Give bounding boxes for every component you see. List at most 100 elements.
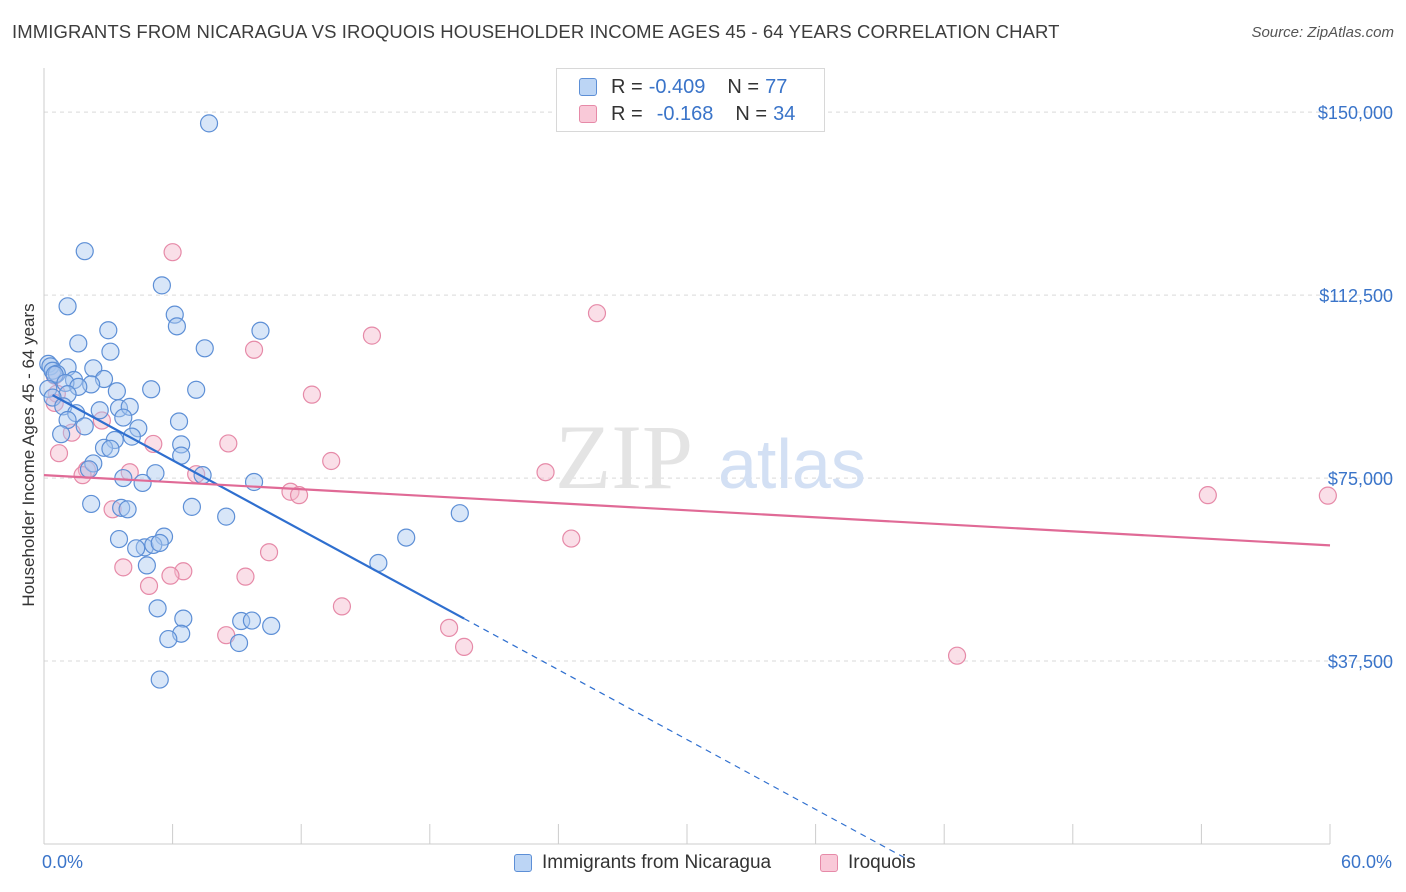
scatter-point xyxy=(219,434,238,453)
scatter-point xyxy=(454,637,474,656)
y-tick-label: $112,500 xyxy=(1319,286,1393,306)
scatter-point xyxy=(450,504,469,523)
chart-title: IMMIGRANTS FROM NICARAGUA VS IROQUOIS HO… xyxy=(12,21,1060,42)
scatter-point xyxy=(165,305,184,324)
y-axis-label: Householder Income Ages 45 - 64 years xyxy=(19,303,38,606)
scatter-point xyxy=(94,438,114,457)
scatter-point xyxy=(187,380,206,399)
legend-r-label: R = xyxy=(611,102,643,125)
iroquois-points xyxy=(45,243,1337,665)
trend-line-iroquois xyxy=(43,474,1331,547)
trend-lines xyxy=(43,394,1331,862)
legend-r-label: R = xyxy=(611,75,643,98)
scatter-point xyxy=(107,382,126,401)
scatter-point xyxy=(217,507,236,526)
scatter-point xyxy=(362,326,382,345)
series-legend-iroquois: Iroquois xyxy=(820,852,916,874)
scatter-point xyxy=(75,417,94,436)
scatter-point xyxy=(148,599,167,618)
scatter-point xyxy=(150,670,169,689)
scatter-point xyxy=(139,576,159,596)
trend-line-nicaragua xyxy=(52,394,465,620)
scatter-point xyxy=(52,425,71,444)
series-legend-nicaragua: Immigrants from Nicaragua xyxy=(514,852,771,874)
y-tick-label: $75,000 xyxy=(1328,469,1393,489)
scatter-point xyxy=(244,340,264,359)
scatter-point xyxy=(289,486,309,505)
y-tick-labels: $37,500 $75,000 $112,500 $150,000 xyxy=(1318,103,1393,672)
scatter-point xyxy=(159,629,178,649)
scatter-point xyxy=(69,377,88,396)
scatter-point xyxy=(322,451,341,471)
scatter-point xyxy=(112,498,131,517)
scatter-point xyxy=(127,539,146,558)
scatter-point xyxy=(90,401,109,420)
legend-n-value: 77 xyxy=(765,75,788,98)
series-legend-swatch-pink xyxy=(820,854,838,872)
scatter-point xyxy=(101,439,120,458)
scatter-point xyxy=(167,317,186,336)
scatter-point xyxy=(137,556,156,575)
scatter-point xyxy=(587,304,607,323)
scatter-point xyxy=(562,529,581,548)
scatter-point xyxy=(118,500,137,519)
chart-source: Source: ZipAtlas.com xyxy=(1251,24,1394,41)
scatter-point xyxy=(114,408,133,427)
legend-swatch-blue xyxy=(579,78,597,96)
scatter-point xyxy=(109,529,129,549)
scatter-point xyxy=(332,597,352,616)
scatter-point xyxy=(195,339,214,358)
legend-n-label: N = xyxy=(727,75,760,98)
scatter-point xyxy=(251,321,270,340)
series-legend-swatch-blue xyxy=(514,854,532,872)
scatter-point xyxy=(199,114,219,133)
legend-swatch-pink xyxy=(579,105,597,123)
scatter-point xyxy=(144,535,163,555)
scatter-point xyxy=(120,397,139,416)
y-tick-label: $37,500 xyxy=(1328,652,1393,672)
scatter-point xyxy=(150,533,169,553)
scatter-point xyxy=(39,379,58,398)
scatter-point xyxy=(152,276,171,295)
series-legend-label: Immigrants from Nicaragua xyxy=(542,852,772,873)
scatter-point xyxy=(49,444,69,463)
scatter-point xyxy=(259,543,279,562)
x-tick-label-max: 60.0% xyxy=(1340,852,1392,872)
legend-r-value: -0.168 xyxy=(656,102,714,125)
scatter-point xyxy=(302,385,322,404)
stats-legend: R = -0.409 N = 77 R = -0.168 N = 34 xyxy=(556,68,825,132)
scatter-point xyxy=(182,497,201,516)
x-tick-label-min: 0.0% xyxy=(42,852,84,872)
scatter-point xyxy=(82,494,101,514)
legend-row-nicaragua: R = -0.409 N = 77 xyxy=(579,74,787,100)
nicaragua-points xyxy=(39,114,469,689)
scatter-point xyxy=(1318,486,1337,505)
scatter-point xyxy=(133,473,152,493)
scatter-point xyxy=(84,359,103,378)
series-legend-label: Iroquois xyxy=(848,852,916,873)
scatter-point xyxy=(161,566,180,585)
scatter-point xyxy=(242,611,262,630)
watermark: ZIP atlas xyxy=(555,406,866,508)
scatter-point xyxy=(114,558,133,577)
watermark-zip: ZIP xyxy=(555,406,693,508)
y-tick-label: $150,000 xyxy=(1318,103,1393,123)
axes xyxy=(43,68,1331,845)
scatter-point xyxy=(169,412,189,431)
legend-row-iroquois: R = -0.168 N = 34 xyxy=(579,101,795,127)
scatter-point xyxy=(397,528,416,547)
scatter-point xyxy=(142,380,161,399)
trend-line-nicaragua-extension xyxy=(463,618,911,862)
scatter-point xyxy=(193,466,212,485)
legend-n-label: N = xyxy=(735,102,768,125)
scatter-point xyxy=(58,297,77,316)
scatter-point xyxy=(262,616,281,636)
scatter-point xyxy=(439,618,459,637)
scatter-point xyxy=(79,460,99,479)
legend-r-value: -0.409 xyxy=(648,75,706,98)
scatter-point xyxy=(174,609,193,628)
watermark-atlas: atlas xyxy=(718,425,866,503)
grid-lines xyxy=(44,111,1392,662)
scatter-point xyxy=(163,243,182,262)
